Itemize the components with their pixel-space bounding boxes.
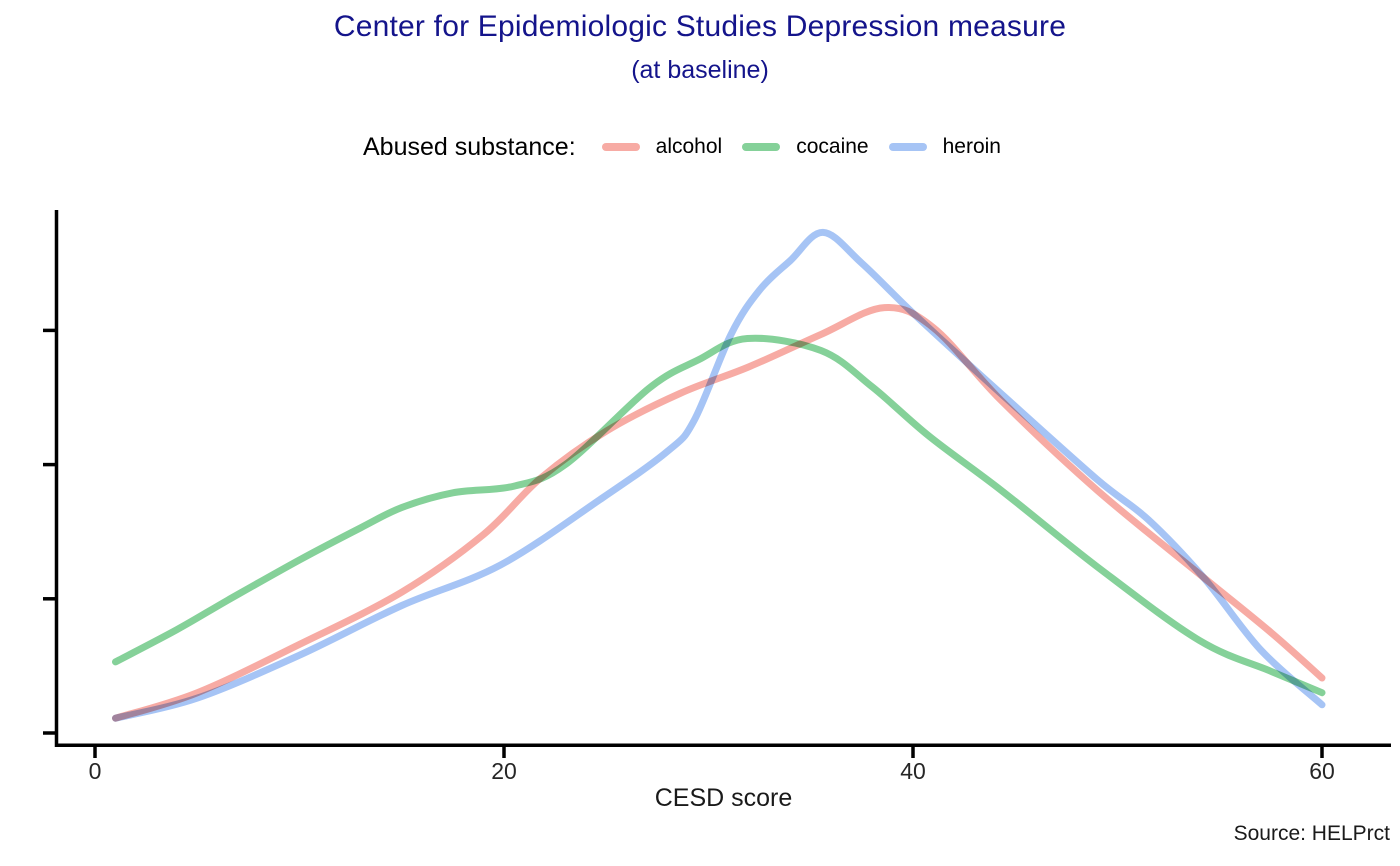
x-tick-label: 0 bbox=[89, 758, 102, 784]
legend-label-alcohol: alcohol bbox=[655, 135, 723, 158]
legend-item-heroin: heroin bbox=[888, 135, 1001, 159]
curve-alcohol bbox=[112, 304, 1326, 722]
x-tick-label: 60 bbox=[1309, 758, 1335, 784]
heroin-line-key-icon bbox=[888, 143, 927, 151]
alcohol-line-key-icon bbox=[601, 143, 640, 151]
chart-subtitle: (at baseline) bbox=[631, 56, 769, 84]
legend-label-heroin: heroin bbox=[942, 135, 1001, 158]
legend-title: Abused substance: bbox=[363, 132, 576, 161]
x-axis-title: CESD score bbox=[654, 784, 793, 812]
legend-label-cocaine: cocaine bbox=[796, 135, 869, 158]
x-tick-label: 40 bbox=[900, 758, 926, 784]
curve-heroin bbox=[112, 228, 1326, 722]
legend: Abused substance: alcohol cocaine heroin bbox=[363, 131, 1001, 163]
curve-cocaine bbox=[112, 334, 1326, 697]
source-caption: Source: HELPrct bbox=[1233, 822, 1390, 845]
cocaine-line-key-icon bbox=[742, 143, 781, 151]
axis-spines bbox=[54, 210, 1391, 747]
legend-item-alcohol: alcohol bbox=[601, 135, 723, 159]
x-tick-label: 20 bbox=[491, 758, 517, 784]
chart-title: Center for Epidemiologic Studies Depress… bbox=[333, 10, 1067, 43]
legend-item-cocaine: cocaine bbox=[742, 135, 869, 159]
